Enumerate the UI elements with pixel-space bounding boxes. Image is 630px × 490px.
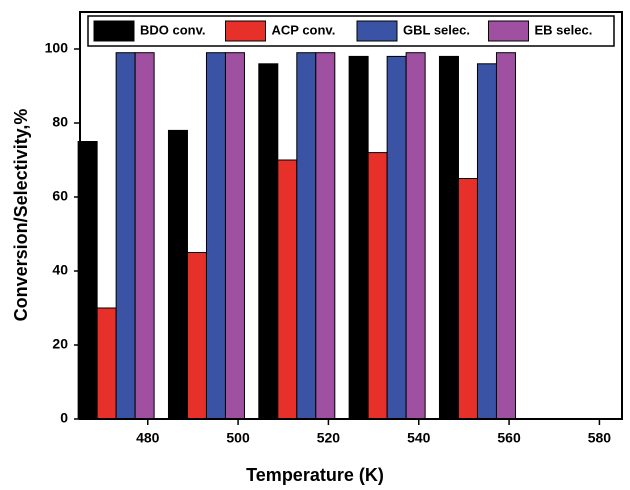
x-tick-label: 540 — [407, 430, 431, 446]
bar — [405, 52, 426, 420]
y-tick-label: 40 — [52, 262, 68, 278]
bar — [495, 52, 516, 420]
bar — [348, 55, 369, 420]
y-tick-label: 60 — [52, 188, 68, 204]
y-tick-label: 0 — [60, 410, 68, 426]
legend-label: BDO conv. — [140, 22, 206, 37]
x-tick-label: 480 — [136, 430, 160, 446]
legend-swatch — [225, 20, 266, 42]
bar — [296, 52, 317, 420]
x-tick-label: 500 — [226, 430, 250, 446]
bar — [277, 159, 298, 420]
bar — [476, 63, 497, 420]
bar — [386, 55, 407, 420]
bar — [115, 52, 136, 420]
bar — [315, 52, 336, 420]
legend-swatch — [93, 20, 135, 42]
bar — [367, 152, 388, 420]
y-tick-label: 80 — [52, 114, 68, 130]
x-tick-label: 560 — [497, 430, 521, 446]
y-tick-label: 100 — [45, 40, 69, 56]
bar — [96, 307, 117, 420]
legend-label: ACP conv. — [272, 22, 336, 37]
bar — [258, 63, 279, 420]
x-tick-label: 520 — [317, 430, 341, 446]
bar — [224, 52, 245, 420]
legend-label: GBL selec. — [403, 22, 470, 37]
bar — [205, 52, 226, 420]
bar — [134, 52, 155, 420]
plot-frame — [79, 11, 623, 420]
legend-swatch — [356, 20, 398, 42]
bar — [186, 252, 207, 420]
y-tick-label: 20 — [52, 336, 68, 352]
y-axis-title: Conversion/Selectivity,% — [11, 109, 31, 322]
x-axis-title: Temperature (K) — [246, 465, 384, 485]
legend-label: EB selec. — [535, 22, 593, 37]
x-tick-label: 580 — [588, 430, 612, 446]
bar — [457, 178, 478, 420]
bar — [438, 55, 459, 420]
legend-swatch — [488, 20, 529, 42]
bar — [167, 129, 188, 420]
